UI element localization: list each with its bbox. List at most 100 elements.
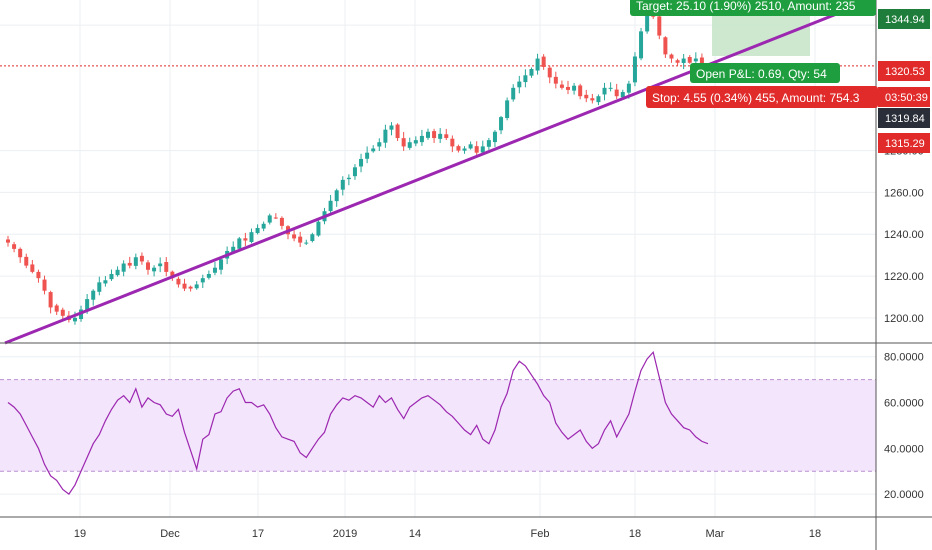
candle-body <box>462 148 467 151</box>
candle-body <box>121 263 126 272</box>
candle-body <box>663 37 668 55</box>
candle-body <box>492 131 497 143</box>
candle-body <box>608 87 613 89</box>
candle-body <box>407 142 412 148</box>
candle-body <box>182 283 187 289</box>
stop-label: Stop: 4.55 (0.34%) 455, Amount: 754.3 <box>652 91 860 105</box>
time-tick-label: 2019 <box>333 528 357 540</box>
candle-body <box>584 94 589 99</box>
candle-body <box>72 317 77 322</box>
candle-body <box>450 138 455 147</box>
candle-body <box>383 129 388 143</box>
candle-body <box>60 309 65 316</box>
candle-body <box>559 84 564 88</box>
candle-body <box>219 259 224 270</box>
candle-body <box>194 284 199 289</box>
candle-body <box>486 140 491 147</box>
rsi-band <box>0 379 876 472</box>
candle-body <box>200 278 205 283</box>
candle-body <box>292 234 297 239</box>
price-tag <box>878 9 930 29</box>
trendline[interactable] <box>4 0 873 345</box>
candle-body <box>18 248 23 258</box>
candle-body <box>164 262 169 272</box>
candle-body <box>645 14 650 32</box>
candle-body <box>626 83 631 93</box>
candle-body <box>505 100 510 119</box>
candle-body <box>365 152 370 159</box>
candle-body <box>401 138 406 147</box>
candle-body <box>249 232 254 243</box>
candle-body <box>340 179 345 190</box>
candle-body <box>346 177 351 180</box>
candle-body <box>109 273 114 280</box>
candle-body <box>596 96 601 103</box>
candle-body <box>681 58 686 64</box>
time-tick-label: 18 <box>809 528 821 540</box>
time-tick-label: 19 <box>74 528 86 540</box>
time-tick-label: 18 <box>629 528 641 540</box>
candle-body <box>687 56 692 63</box>
candle-body <box>499 117 504 131</box>
candle-body <box>529 69 534 76</box>
candle-body <box>541 56 546 67</box>
candle-body <box>419 135 424 143</box>
candle-body <box>352 167 357 177</box>
candle-body <box>127 262 132 266</box>
candle-body <box>273 217 278 219</box>
candle-body <box>255 227 260 234</box>
candle-body <box>212 267 217 273</box>
target-label: Target: 25.10 (1.90%) 2510, Amount: 235 <box>636 0 856 13</box>
candle-body <box>206 273 211 278</box>
candle-body <box>237 238 242 249</box>
candle-body <box>42 279 47 291</box>
candle-body <box>97 282 102 292</box>
candle-body <box>547 67 552 78</box>
candle-body <box>170 271 175 279</box>
price-tag-label: 1344.94 <box>885 14 925 26</box>
price-tag-label: 1315.29 <box>885 138 925 150</box>
price-tag <box>878 61 930 81</box>
price-tag <box>878 133 930 153</box>
candle-body <box>657 16 662 36</box>
candle-body <box>85 299 90 311</box>
candle-body <box>298 236 303 243</box>
pnl-label: Open P&L: 0.69, Qty: 54 <box>696 67 827 81</box>
candle-body <box>328 200 333 212</box>
candle-body <box>334 190 339 202</box>
time-tick-label: 14 <box>409 528 421 540</box>
candle-body <box>115 269 120 276</box>
rsi-tick-label: 20.0000 <box>884 489 924 501</box>
rsi-tick-label: 40.0000 <box>884 443 924 455</box>
pnl-tag[interactable]: Open P&L: 0.69, Qty: 54 <box>690 63 840 83</box>
candle-body <box>614 89 619 97</box>
target-tag[interactable]: Target: 25.10 (1.90%) 2510, Amount: 235 <box>630 0 876 16</box>
candle-body <box>511 87 516 100</box>
stop-tag[interactable]: Stop: 4.55 (0.34%) 455, Amount: 754.3 <box>646 86 878 108</box>
candle-body <box>426 131 430 138</box>
candle-body <box>517 81 522 88</box>
time-tick-label: Feb <box>531 528 550 540</box>
time-tick-label: Mar <box>706 528 725 540</box>
candle-body <box>231 246 236 253</box>
candle-body <box>261 223 266 229</box>
candle-body <box>572 85 577 91</box>
price-tag-label: 1320.53 <box>885 66 925 78</box>
candle-body <box>30 264 35 272</box>
candle-body <box>316 221 321 236</box>
candle-body <box>146 262 150 270</box>
candles <box>6 10 710 325</box>
candle-body <box>395 124 400 139</box>
candle-body <box>535 58 540 71</box>
candle-body <box>590 98 595 101</box>
candle-body <box>279 217 284 226</box>
price-tick-label: 1220.00 <box>884 271 924 283</box>
candle-body <box>36 271 41 279</box>
candle-body <box>566 86 570 90</box>
price-tick-label: 1200.00 <box>884 313 924 325</box>
candle-body <box>310 234 315 242</box>
candle-body <box>158 263 163 267</box>
price-tag-label: 1319.84 <box>885 113 925 125</box>
candle-body <box>54 305 59 312</box>
candle-body <box>12 244 17 249</box>
